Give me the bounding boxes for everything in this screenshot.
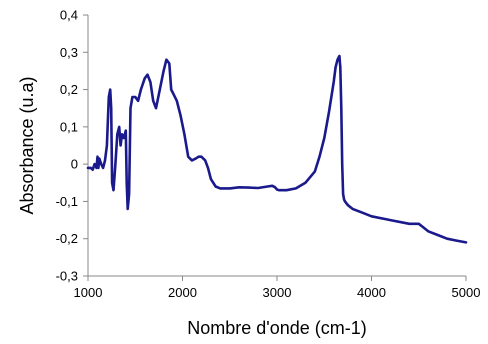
y-tick-label: 0,1: [60, 119, 78, 134]
x-ticks: 1000 2000 3000 4000 5000: [74, 276, 481, 300]
y-tick-label: -0,2: [56, 231, 78, 246]
x-axis-title: Nombre d'onde (cm-1): [187, 318, 367, 338]
y-tick-label: 0,3: [60, 45, 78, 60]
y-tick-label: -0,3: [56, 269, 78, 284]
absorbance-series-line: [86, 54, 468, 244]
x-tick-label: 4000: [357, 285, 386, 300]
axes: [87, 15, 466, 277]
x-tick-label: 3000: [263, 285, 292, 300]
y-tick-label: 0: [71, 157, 78, 172]
y-tick-label: -0,1: [56, 194, 78, 209]
x-tick-label: 1000: [74, 285, 103, 300]
y-tick-label: 0,4: [60, 8, 78, 23]
y-tick-label: 0,2: [60, 82, 78, 97]
y-axis-title: Absorbance (u.a): [17, 76, 37, 214]
x-tick-label: 2000: [168, 285, 197, 300]
x-tick-label: 5000: [452, 285, 481, 300]
y-ticks: -0,3 -0,2 -0,1 0 0,1 0,2 0,3 0,4: [56, 8, 88, 284]
